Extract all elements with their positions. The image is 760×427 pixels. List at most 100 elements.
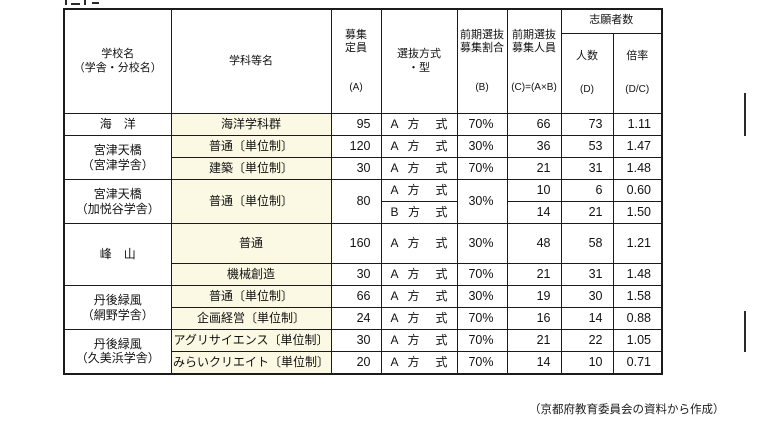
count-cell: 10 [560,351,614,374]
quota-cell: 48 [506,223,562,264]
method-cell: A 方 式 [380,223,458,264]
ratio-cell: 70% [456,329,508,352]
col-header-quota-label: 前期選抜 募集人員 [512,28,556,55]
method-cell: A 方 式 [380,307,458,330]
capacity-cell: 30 [330,329,382,352]
table-row: みらいクリエイト〔単位制〕 20 A 方 式 70% 14 10 0.71 [64,351,663,374]
col-header-rate: 倍率 (D/C) [612,32,663,114]
ratio-cell: 70% [456,263,508,286]
method-cell: A 方 式 [380,329,458,352]
ratio-cell: 70% [456,113,508,136]
school-cell: 峰 山 [63,223,172,286]
count-cell: 30 [560,285,614,308]
table-row: 峰 山 普通 160 A 方 式 30% 48 58 1.21 [63,223,663,286]
rate-cell: 1.11 [612,113,663,136]
method-cell: A 方 式 [380,135,458,158]
rate-cell: 0.88 [612,307,663,330]
count-cell: 22 [560,329,614,352]
admissions-table: 学校名 （学舎・分校名） 学科等名 募集 定員 (A) 選抜方式 ・型 前期選抜… [63,8,663,375]
col-header-capacity-label: 募集 定員 [345,28,367,55]
cropped-edge-line [744,93,746,136]
capacity-cell: 66 [330,285,382,308]
ratio-cell: 70% [456,307,508,330]
rate-cell: 1.48 [612,157,663,180]
department-cell: 建築〔単位制〕 [170,157,332,180]
rate-cell: 1.50 [612,201,663,224]
quota-cell: 21 [506,263,562,286]
capacity-cell: 95 [330,113,382,136]
department-cell: 普通〔単位制〕 [170,285,332,308]
cropped-text-fragment [92,2,99,4]
capacity-cell: 20 [330,351,382,374]
department-cell: 企画経営〔単位制〕 [170,307,332,330]
rate-cell: 0.60 [612,179,663,202]
ratio-cell: 30% [456,135,508,158]
department-cell: みらいクリエイト〔単位制〕 [170,351,332,374]
count-cell: 58 [560,223,614,264]
quota-cell: 19 [506,285,562,308]
col-header-ratio: 前期選抜 募集割合 (B) [456,8,508,114]
ratio-cell: 30% [456,179,508,224]
rate-cell: 1.05 [612,329,663,352]
admissions-table-container: 学校名 （学舎・分校名） 学科等名 募集 定員 (A) 選抜方式 ・型 前期選抜… [63,8,663,375]
col-header-rate-label: 倍率 [626,50,649,63]
rate-cell: 0.71 [612,351,663,374]
table-row: 建築〔単位制〕 30 A 方 式 70% 21 31 1.48 [64,157,663,180]
count-cell: 21 [560,201,614,224]
department-cell: 普通〔単位制〕 [170,179,332,224]
method-cell: B 方 式 [380,201,458,224]
department-cell: 普通〔単位制〕 [170,135,332,158]
capacity-cell: 80 [330,179,382,224]
table-row: 丹後緑風 （久美浜学舎） アグリサイエンス〔単位制〕 30 A 方 式 70% … [63,329,663,374]
table-row: 海 洋 海洋学科群 95 A 方 式 70% 66 73 1.11 [63,113,663,136]
col-header-rate-code: (D/C) [625,83,650,95]
col-header-ratio-code: (B) [475,82,489,93]
capacity-cell: 30 [330,157,382,180]
count-cell: 31 [560,157,614,180]
rate-cell: 1.48 [612,263,663,286]
school-cell: 丹後緑風 （久美浜学舎） [63,329,172,374]
col-header-applicants: 志願者数 [560,8,663,34]
capacity-cell: 24 [330,307,382,330]
department-cell: 海洋学科群 [170,113,332,136]
ratio-cell: 70% [456,157,508,180]
cropped-edge-line [744,311,746,352]
col-header-count-label: 人数 [576,50,598,63]
count-cell: 53 [560,135,614,158]
school-cell: 宮津天橋 （宮津学舎） [63,135,172,180]
table-row: 機械創造 30 A 方 式 70% 21 31 1.48 [64,263,663,286]
method-cell: A 方 式 [380,157,458,180]
quota-cell: 21 [506,329,562,352]
department-cell: 機械創造 [170,263,332,286]
col-header-capacity: 募集 定員 (A) [330,8,382,114]
method-cell: A 方 式 [380,351,458,374]
method-cell: A 方 式 [380,263,458,286]
cropped-text-fragment [84,0,86,5]
col-header-ratio-label: 前期選抜 募集割合 [460,28,504,55]
quota-cell: 66 [506,113,562,136]
method-cell: A 方 式 [380,113,458,136]
school-cell: 丹後緑風 （網野学舎） [63,285,172,330]
source-attribution: （京都府教育委員会の資料から作成） [529,404,725,416]
rate-cell: 1.47 [612,135,663,158]
table-row: 宮津天橋 （加悦谷学舎） 普通〔単位制〕 80 A 方 式 30% 10 6 0… [63,179,663,224]
col-header-quota: 前期選抜 募集人員 (C)=(A×B) [506,8,562,114]
quota-cell: 10 [506,179,562,202]
count-cell: 14 [560,307,614,330]
ratio-cell: 30% [456,223,508,264]
ratio-cell: 70% [456,351,508,374]
rate-cell: 1.21 [612,223,663,264]
col-header-capacity-code: (A) [349,82,363,93]
cropped-text-fragment [71,3,80,5]
count-cell: 6 [560,179,614,202]
col-header-count: 人数 (D) [560,32,614,114]
school-cell: 海 洋 [63,113,172,136]
table-row: 宮津天橋 （宮津学舎） 普通〔単位制〕 120 A 方 式 30% 36 53 … [63,135,663,180]
cropped-text-fragment [65,0,67,5]
count-cell: 73 [560,113,614,136]
capacity-cell: 120 [330,135,382,158]
rate-cell: 1.58 [612,285,663,308]
quota-cell: 21 [506,157,562,180]
table-row: 丹後緑風 （網野学舎） 普通〔単位制〕 66 A 方 式 30% 19 30 1… [63,285,663,330]
department-cell: 普通 [170,223,332,264]
